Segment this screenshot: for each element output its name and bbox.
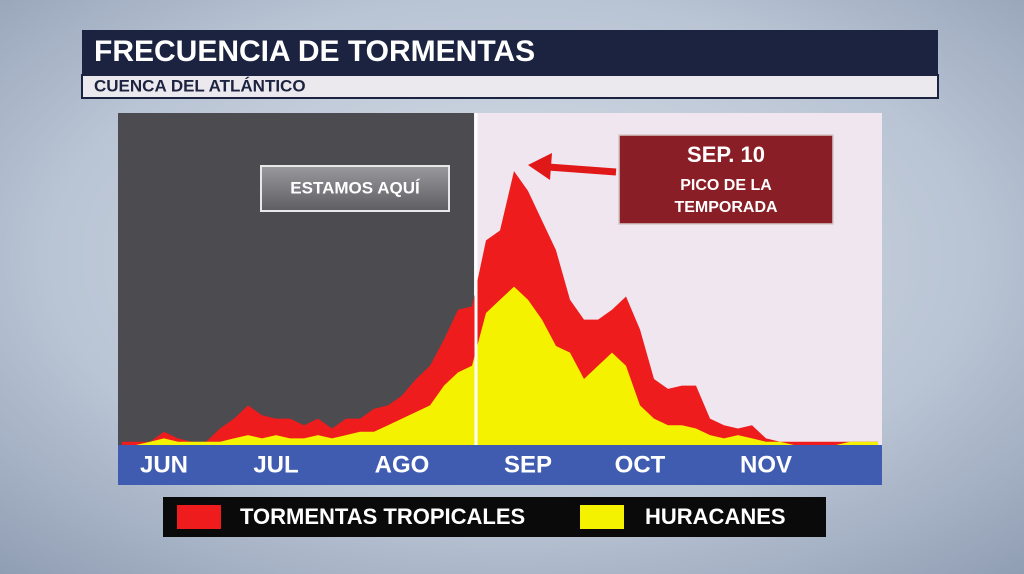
legend-entries: TORMENTAS TROPICALES HURACANES [177,504,786,529]
title-bar [82,30,938,75]
peak-box [618,134,834,225]
peak-arrow [547,163,617,176]
x-tick-label: AGO [375,451,430,478]
areas [122,171,878,445]
subtitle-bar [81,74,939,99]
legend-swatch [177,505,221,529]
x-tick-label: NOV [740,451,792,478]
peak-date: SEP. 10 [687,142,765,167]
chart-title: FRECUENCIA DE TORMENTAS [94,35,535,68]
area [122,286,878,445]
legend-label: TORMENTAS TROPICALES [240,504,525,529]
peak-text: PICO DE LA [680,177,772,194]
x-tick-label: JUN [140,451,188,478]
month-labels: JUN JUL AGO SEP OCT NOV [140,451,792,478]
x-tick-label: SEP [504,451,552,478]
annotation: ESTAMOS AQUÍ [290,178,421,197]
x-tick-label: JUL [253,451,298,478]
peak-text: TEMPORADA [674,199,778,216]
chart-subtitle: CUENCA DEL ATLÁNTICO [94,76,306,95]
legend-label: HURACANES [645,504,786,529]
legend [163,497,826,537]
legend-swatch [580,505,624,529]
annotation-box [260,165,450,212]
x-tick-label: OCT [615,451,666,478]
month-bar [118,445,882,485]
peak-arrow-head [528,153,552,180]
